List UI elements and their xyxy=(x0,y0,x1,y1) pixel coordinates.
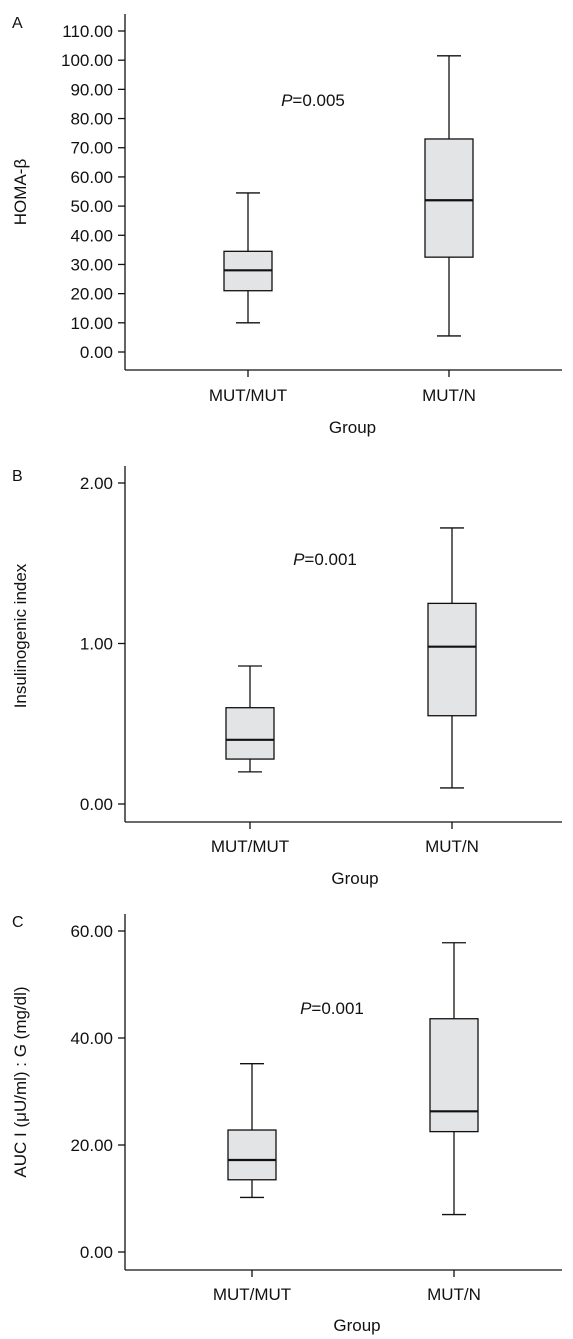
panel-b-y-tick-label: 0.00 xyxy=(80,795,113,814)
panel-c-y-tick-label: 40.00 xyxy=(70,1029,113,1048)
panel-a-y-tick-label: 0.00 xyxy=(80,343,113,362)
panel-a-y-tick-label: 100.00 xyxy=(61,51,113,70)
panel-b-x-axis-title: Group xyxy=(331,869,378,888)
panel-c-y-tick-label: 60.00 xyxy=(70,922,113,941)
panel-a-y-tick-label: 30.00 xyxy=(70,255,113,274)
panel-a-y-axis-title: HOMA-β xyxy=(11,159,30,226)
panel-c-y-axis-title: AUC I (μU/ml) : G (mg/dl) xyxy=(11,986,30,1177)
panel-c-x-axis-title: Group xyxy=(333,1316,380,1335)
panel-a-x-tick-label: MUT/N xyxy=(422,386,476,405)
panel-b-box-2-iqr-box xyxy=(427,602,477,717)
panel-c-box-2-iqr-box xyxy=(429,1018,479,1133)
panel-a-box-2-iqr-box xyxy=(424,138,474,258)
panel-a-y-tick-label: 60.00 xyxy=(70,168,113,187)
panel-b-letter: B xyxy=(12,468,23,485)
panel-a-y-tick-label: 70.00 xyxy=(70,139,113,158)
panel-b-x-tick-label: MUT/N xyxy=(425,837,479,856)
panel-c-letter: C xyxy=(12,914,24,931)
panel-a-p-value-annotation: P=0.005 xyxy=(281,91,345,110)
panel-a-p-value-number: =0.005 xyxy=(292,91,344,110)
panel-a-x-tick-label: MUT/MUT xyxy=(209,386,287,405)
panel-b-p-value-annotation: P=0.001 xyxy=(293,550,357,569)
panel-b-y-tick-label: 2.00 xyxy=(80,474,113,493)
panel-a-y-tick-label: 90.00 xyxy=(70,80,113,99)
panel-a-y-tick-label: 50.00 xyxy=(70,197,113,216)
panel-a-y-tick-label: 10.00 xyxy=(70,314,113,333)
panel-c-p-value-number: =0.001 xyxy=(311,999,363,1018)
panel-c-y-tick-label: 0.00 xyxy=(80,1243,113,1262)
panel-b-p-value-symbol: P xyxy=(293,550,305,569)
panel-c-p-value-annotation: P=0.001 xyxy=(300,999,364,1018)
panel-b-y-tick-label: 1.00 xyxy=(80,635,113,654)
panel-b-x-tick-label: MUT/MUT xyxy=(211,837,289,856)
panel-a-x-axis-title: Group xyxy=(329,418,376,437)
panel-a-y-tick-label: 20.00 xyxy=(70,285,113,304)
panel-c-box-1-iqr-box xyxy=(227,1129,277,1181)
panel-c-p-value-symbol: P xyxy=(300,999,312,1018)
panel-b-box-1-iqr-box xyxy=(225,707,275,760)
panel-b-p-value-number: =0.001 xyxy=(304,550,356,569)
panel-c-y-tick-label: 20.00 xyxy=(70,1136,113,1155)
panel-a-p-value-symbol: P xyxy=(281,91,293,110)
panel-a-y-tick-label: 40.00 xyxy=(70,226,113,245)
panel-a-y-tick-label: 110.00 xyxy=(62,22,113,41)
panel-a-letter: A xyxy=(12,15,23,32)
panel-b-y-axis-title: Insulinogenic index xyxy=(11,563,30,708)
panel-c-x-tick-label: MUT/N xyxy=(427,1285,481,1304)
panel-c-x-tick-label: MUT/MUT xyxy=(213,1285,291,1304)
panel-a-y-tick-label: 80.00 xyxy=(70,110,113,129)
